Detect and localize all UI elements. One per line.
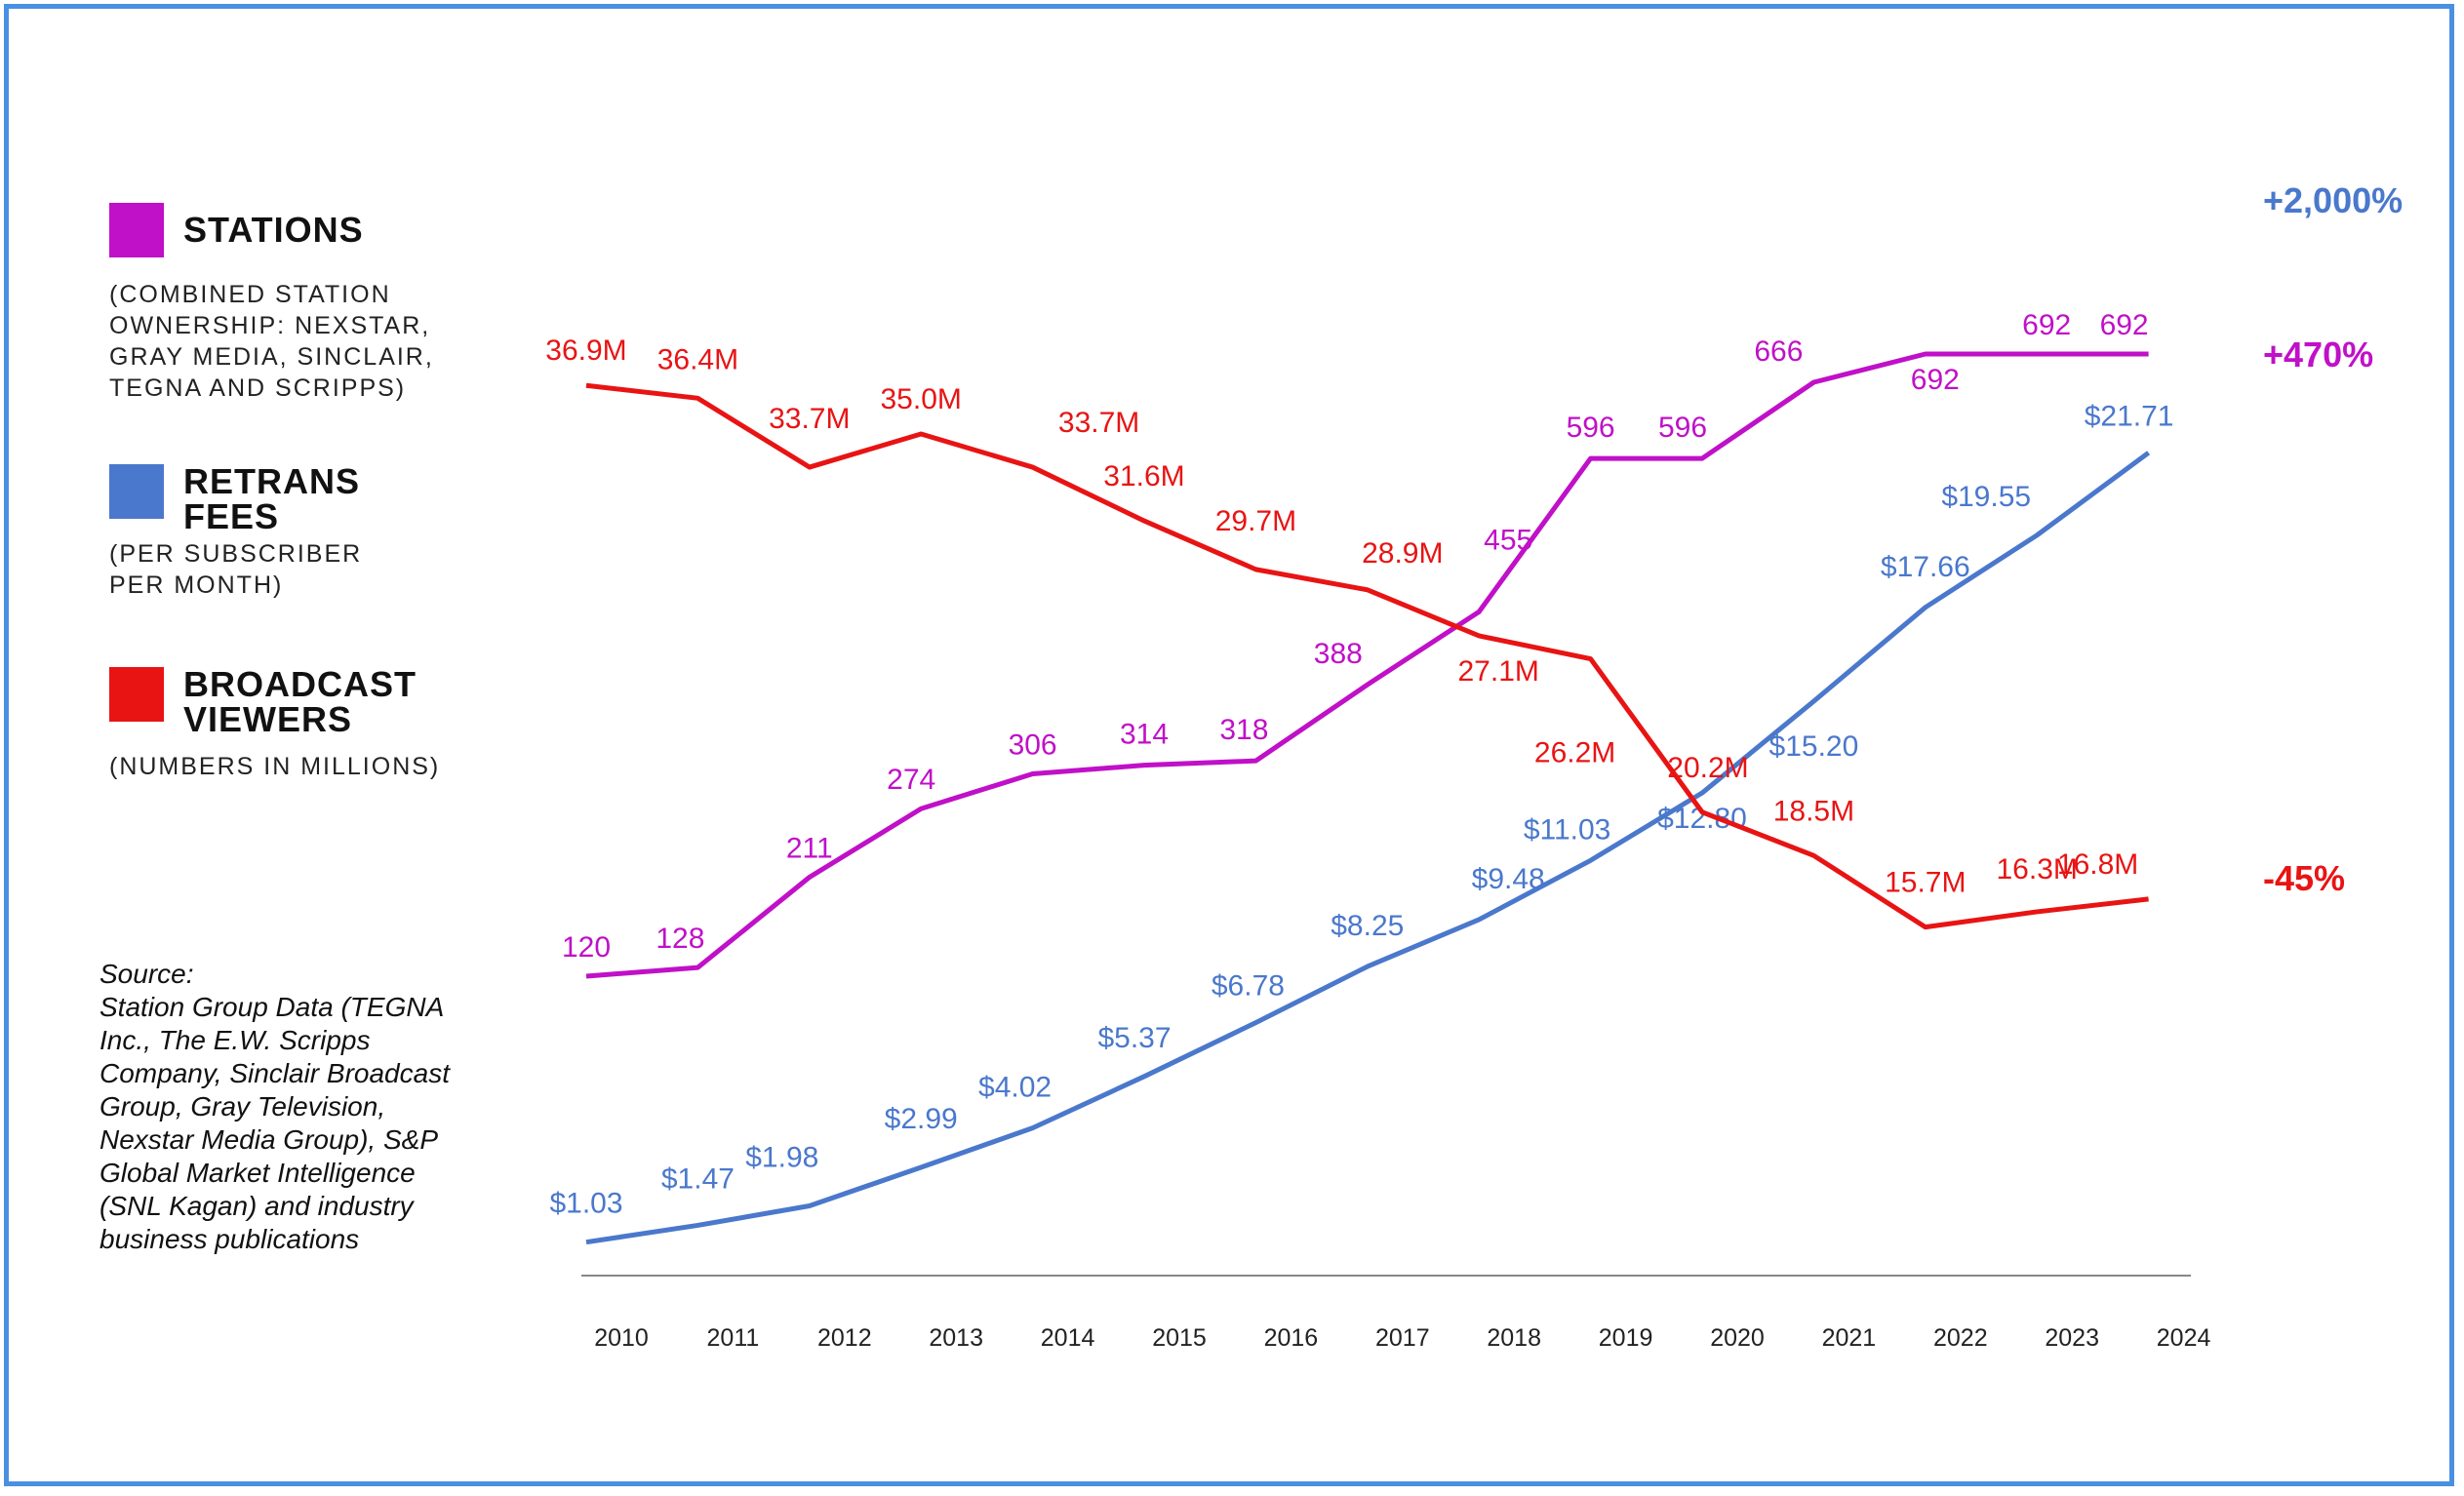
x-tick-label: 2024 [2157,1324,2211,1352]
x-tick-label: 2017 [1375,1324,1430,1352]
viewers-data-label: 29.7M [1215,505,1296,537]
x-tick-label: 2013 [929,1324,983,1352]
retrans-series-line [585,451,2151,1245]
retrans-data-label: $21.71 [2085,400,2174,432]
x-tick-label: 2021 [1822,1324,1877,1352]
x-tick-label: 2016 [1264,1324,1319,1352]
retrans-data-label: $1.03 [549,1188,622,1220]
x-tick-label: 2015 [1152,1324,1207,1352]
stations-data-label: 318 [1219,714,1268,746]
viewers-data-label: 27.1M [1458,655,1539,688]
viewers-data-label: 33.7M [769,403,850,435]
x-tick-label: 2018 [1487,1324,1541,1352]
stations-series-line [585,351,2149,979]
viewers-data-label: 33.7M [1058,407,1139,439]
retrans-change-label: +2,000% [2263,180,2403,220]
retrans-data-label: $12.80 [1657,803,1747,835]
stations-data-label: 306 [1009,729,1057,762]
stations-data-label: 596 [1567,412,1615,444]
legend-retrans-title: RETRANS FEES [183,461,361,536]
viewers-data-label: 36.9M [545,335,626,367]
x-tick-label: 2010 [594,1324,649,1352]
viewers-swatch [109,667,164,722]
stations-data-label: 128 [656,923,704,955]
legend-stations-subtitle: (COMBINED STATION OWNERSHIP: NEXSTAR, GR… [109,281,434,402]
source-note: Source: Station Group Data (TEGNA Inc., … [99,958,470,1256]
retrans-data-label: $11.03 [1524,813,1611,846]
x-tick-label: 2022 [1933,1324,1988,1352]
retrans-data-label: $1.47 [661,1162,735,1195]
x-tick-label: 2023 [2045,1324,2099,1352]
viewers-series-line [585,382,2149,930]
viewers-data-label: 15.7M [1885,867,1966,899]
retrans-data-label: $1.98 [745,1142,818,1174]
stations-data-label: 388 [1314,638,1363,670]
stations-data-label: 274 [887,764,935,796]
viewers-change-label: -45% [2263,858,2345,898]
stations-data-label: 211 [786,833,833,865]
retrans-swatch [109,464,164,519]
viewers-data-label: 16.3M [1997,853,2078,886]
legend-retrans-subtitle: (PER SUBSCRIBER PER MONTH) [109,540,363,599]
stations-data-label: 596 [1658,412,1707,444]
stations-data-label: 120 [562,931,611,964]
viewers-data-label: 18.5M [1773,795,1854,827]
source-text: Source: Station Group Data (TEGNA Inc., … [99,959,450,1254]
retrans-data-label: $5.37 [1097,1022,1171,1054]
retrans-data-label: $17.66 [1881,551,1970,583]
retrans-data-label: $15.20 [1769,730,1859,763]
retrans-data-label: $9.48 [1472,863,1545,895]
stations-data-label: 692 [1911,364,1960,396]
x-tick-label: 2019 [1599,1324,1653,1352]
stations-data-label: 692 [2100,309,2149,341]
x-tick-label: 2014 [1041,1324,1095,1352]
viewers-data-label: 26.2M [1534,737,1615,769]
stations-data-label: 455 [1484,524,1532,556]
stations-data-label: 666 [1754,335,1803,368]
stations-change-label: +470% [2263,335,2373,374]
x-tick-label: 2011 [707,1324,760,1352]
retrans-data-label: $2.99 [885,1103,958,1135]
viewers-data-label: 36.4M [657,343,738,375]
stations-data-label: 692 [2022,309,2071,341]
chart-frame [4,4,2454,1486]
retrans-data-label: $6.78 [1212,970,1285,1003]
stations-swatch [109,203,164,257]
viewers-data-label: 35.0M [881,383,962,415]
viewers-data-label: 31.6M [1103,460,1184,492]
retrans-data-label: $8.25 [1331,910,1404,942]
x-tick-label: 2020 [1710,1324,1765,1352]
legend-retrans: RETRANS FEES (PER SUBSCRIBER PER MONTH) [109,464,460,610]
viewers-data-label: 20.2M [1667,752,1748,784]
legend-viewers-subtitle: (NUMBERS IN MILLIONS) [109,753,441,780]
x-tick-label: 2012 [817,1324,872,1352]
legend-stations: STATIONS (COMBINED STATION OWNERSHIP: NE… [109,203,460,402]
stations-data-label: 314 [1120,719,1169,751]
viewers-data-label: 16.8M [2057,848,2138,881]
legend-stations-title: STATIONS [183,210,364,250]
legend-viewers: BROADCAST VIEWERS (NUMBERS IN MILLIONS) [109,667,460,784]
viewers-data-label: 28.9M [1362,537,1443,570]
retrans-data-label: $19.55 [1941,481,2031,513]
legend-viewers-title: BROADCAST VIEWERS [183,664,417,739]
retrans-data-label: $4.02 [978,1072,1052,1104]
